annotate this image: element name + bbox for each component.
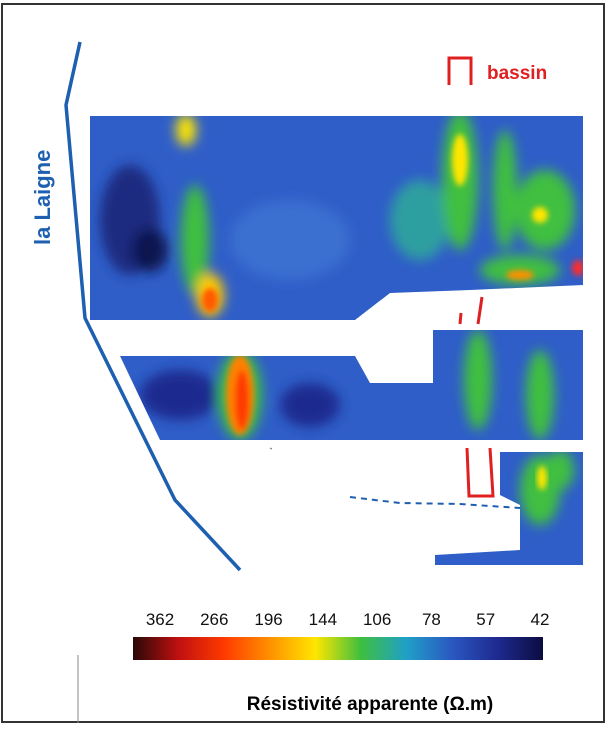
colorbar-tick-label: 266 [200, 610, 228, 629]
colorbar-tick-label: 144 [309, 610, 337, 629]
colorbar-tick-label: 42 [531, 610, 550, 629]
panel-border [1, 3, 605, 723]
survey-block-north [90, 116, 583, 320]
colorbar: 362 266 196 144 106 78 57 42 Résistivité appare… [133, 610, 549, 715]
speck [269, 447, 273, 450]
river-line [64, 41, 242, 572]
red-mark-lower [458, 312, 463, 325]
colorbar-tick-label: 106 [363, 610, 391, 629]
river-label: la Laigne [30, 150, 55, 245]
dashed-feature-line [349, 496, 521, 509]
red-mark-upper [476, 296, 484, 325]
colorbar-tick-label: 78 [422, 610, 441, 629]
survey-block-south [435, 452, 583, 565]
survey-block-central [120, 330, 583, 440]
colorbar-title: Résistivité apparente (Ω.m) [247, 694, 493, 715]
bassin-label: bassin [487, 63, 547, 84]
colorbar-tick-label: 196 [254, 610, 282, 629]
colorbar-ticks: 362 266 196 144 106 78 57 42 [146, 610, 550, 629]
colorbar-tick-label: 57 [476, 610, 495, 629]
colorbar-bar [133, 637, 543, 660]
red-structure-south [465, 447, 495, 498]
bassin-symbol [447, 56, 473, 85]
colorbar-tick-label: 362 [146, 610, 174, 629]
